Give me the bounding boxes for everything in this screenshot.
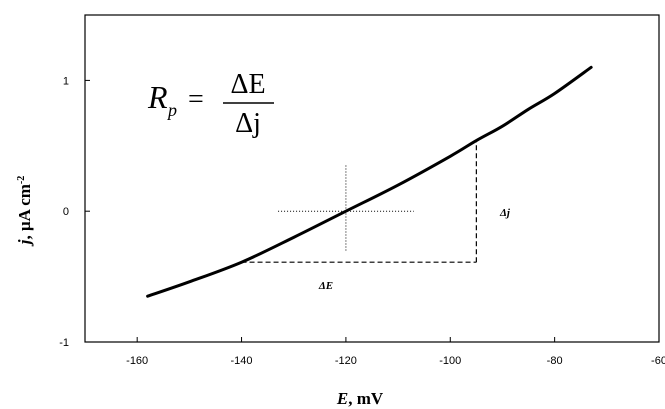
equation-lhs: R [147, 79, 168, 115]
x-tick-label: -100 [439, 355, 461, 367]
guides [241, 140, 477, 263]
y-tick-label: 1 [63, 75, 69, 87]
x-tick-label: -120 [335, 355, 357, 367]
x-tick-label: -140 [231, 355, 253, 367]
delta-e-label: ΔE [318, 280, 333, 292]
plot-frame [84, 14, 660, 343]
x-ticks: -160 -140 -120 -100 -80 -60 [126, 337, 665, 367]
y-ticks: -1 0 1 [59, 75, 90, 349]
equation-lhs-sub: p [166, 100, 177, 120]
x-tick-label: -80 [547, 355, 563, 367]
equation-denominator: Δj [235, 108, 261, 139]
plot-area: -160 -140 -120 -100 -80 -60 -1 0 1 [59, 14, 665, 367]
x-axis-title: E, mV [336, 389, 384, 408]
equation-equals: = [188, 84, 204, 115]
y-tick-label: -1 [59, 337, 69, 349]
y-axis-title: j, μA cm-2 [15, 176, 34, 248]
series-line [146, 65, 593, 298]
y-tick-label: 0 [63, 206, 69, 218]
x-tick-label: -160 [126, 355, 148, 367]
equation-numerator: ΔE [230, 69, 265, 100]
delta-j-label: Δj [499, 207, 511, 219]
equation: R p = ΔE Δj [147, 69, 274, 139]
x-tick-label: -60 [651, 355, 665, 367]
